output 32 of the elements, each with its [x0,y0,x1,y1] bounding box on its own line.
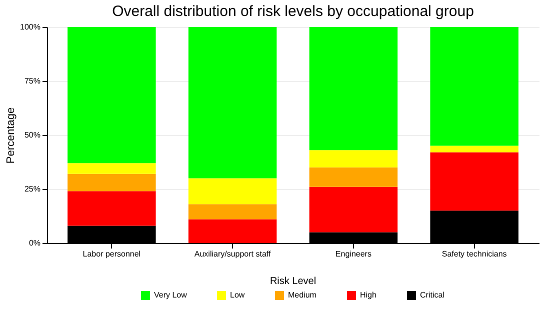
x-tick-label: Labor personnel [82,250,141,258]
bar [309,27,398,150]
bar [188,219,277,243]
x-tick-label: Engineers [335,250,372,258]
x-tick-label: Safety technicians [442,250,507,258]
y-tick-label: 25% [24,184,40,194]
bar [68,191,156,226]
y-axis-title: Percentage [5,107,18,164]
chart-title: Overall distribution of risk levels by occupational group [112,3,474,20]
bar [188,178,277,204]
bar [68,163,156,174]
bar [188,27,277,178]
legend-label: Medium [288,290,317,300]
bar [188,204,277,220]
legend-label: Very Low [154,290,188,300]
legend-title: Risk Level [270,276,316,287]
bar [68,174,156,192]
bar [309,150,398,168]
x-tick-label: Auxiliary/support staff [194,250,272,258]
bar [309,167,398,187]
y-tick-label: 0% [28,238,40,248]
bar [430,146,518,152]
y-tick-label: 50% [24,130,40,140]
bar [309,186,398,232]
legend-label: Low [230,290,245,300]
bar [430,152,518,211]
bar [430,27,518,146]
y-tick-label: 100% [20,22,40,32]
legend-label: Critical [420,290,445,300]
legend-label: High [360,290,376,300]
y-tick-label: 75% [24,76,40,86]
bar [68,27,156,164]
